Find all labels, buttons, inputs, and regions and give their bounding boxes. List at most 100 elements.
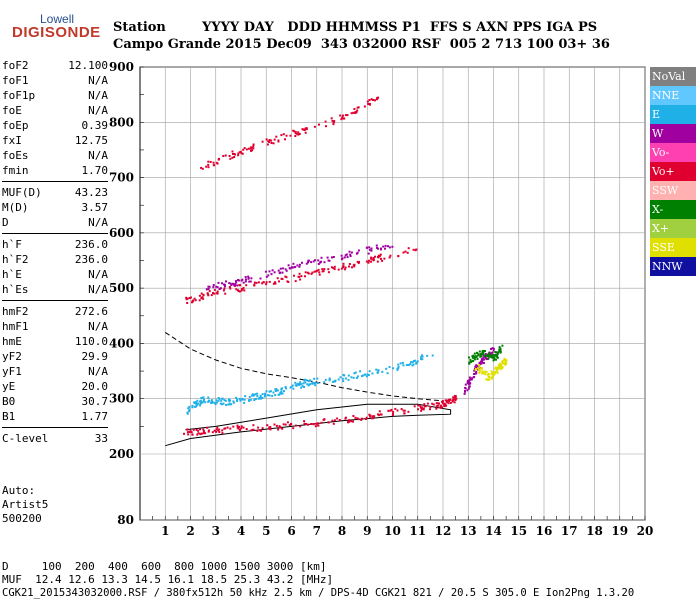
echo-point xyxy=(242,286,245,289)
echo-point xyxy=(304,131,307,134)
echo-point xyxy=(236,284,239,287)
echo-point xyxy=(397,363,400,366)
echo-point xyxy=(501,367,504,370)
echo-point xyxy=(198,294,201,297)
param-key: B0 xyxy=(2,395,16,408)
echo-point xyxy=(285,269,288,272)
echo-point xyxy=(473,358,476,361)
echo-point xyxy=(186,428,189,431)
echo-point xyxy=(238,428,241,431)
echo-point xyxy=(279,271,282,274)
echo-point xyxy=(480,367,483,369)
echo-point xyxy=(494,351,497,353)
echo-point xyxy=(203,398,205,401)
echo-point xyxy=(365,375,368,378)
x-tick-label: 14 xyxy=(485,524,502,538)
echo-point xyxy=(236,426,239,429)
echo-point xyxy=(400,408,403,411)
param-row: foF1p N/A xyxy=(2,88,108,103)
x-tick-label: 16 xyxy=(536,524,553,538)
param-value: 33 xyxy=(94,432,108,445)
echo-point xyxy=(207,400,210,403)
echo-point xyxy=(281,427,284,430)
echo-point xyxy=(473,373,475,375)
echo-point xyxy=(273,282,276,284)
echo-point xyxy=(454,395,457,398)
echo-point xyxy=(284,423,287,426)
echo-point xyxy=(492,373,495,376)
param-key: fmin xyxy=(2,164,29,177)
echo-point xyxy=(479,367,482,370)
echo-point xyxy=(340,267,343,270)
echo-point xyxy=(261,427,264,430)
echo-point xyxy=(472,359,475,362)
echo-point xyxy=(481,372,484,375)
echo-point xyxy=(341,377,344,380)
param-row: h`Es N/A xyxy=(2,282,108,297)
echo-point xyxy=(348,263,351,265)
echo-point xyxy=(284,268,287,271)
echo-point xyxy=(350,376,353,379)
y-tick-label: 500 xyxy=(109,281,134,295)
param-row: foF1 N/A xyxy=(2,73,108,88)
legend-entry-noval: NoVal xyxy=(650,67,696,86)
echo-point xyxy=(421,406,424,409)
echo-point xyxy=(327,421,330,424)
echo-point xyxy=(249,280,252,283)
echo-point xyxy=(344,377,347,380)
echo-point xyxy=(374,255,376,258)
echo-point xyxy=(316,422,319,425)
echo-point xyxy=(467,387,470,390)
echo-point xyxy=(491,375,494,378)
echo-point xyxy=(266,394,269,397)
echo-point xyxy=(414,359,416,362)
echo-point xyxy=(356,106,359,109)
echo-point xyxy=(207,430,210,433)
echo-point xyxy=(350,420,353,423)
echo-point xyxy=(501,344,504,347)
echo-point xyxy=(323,268,326,271)
echo-point xyxy=(237,152,240,155)
echo-point xyxy=(435,402,438,405)
echo-point xyxy=(213,164,216,167)
echo-point xyxy=(208,429,210,432)
param-row: B1 1.77 xyxy=(2,409,108,424)
echo-point xyxy=(260,397,262,400)
echo-point xyxy=(285,387,287,390)
echo-point xyxy=(467,379,469,382)
echo-point xyxy=(250,146,253,149)
echo-point xyxy=(468,376,471,379)
echo-point xyxy=(341,116,344,119)
echo-point xyxy=(215,399,218,402)
echo-point xyxy=(496,356,499,359)
echo-point xyxy=(429,408,431,411)
echo-point xyxy=(276,277,279,280)
echo-point xyxy=(464,390,466,393)
echo-point xyxy=(368,246,371,249)
echo-point xyxy=(366,246,369,249)
echo-point xyxy=(221,282,223,285)
echo-point xyxy=(195,404,198,407)
echo-point xyxy=(219,402,222,405)
echo-point xyxy=(445,404,448,407)
param-row: MUF(D) 43.23 xyxy=(2,185,108,200)
param-row: h`E N/A xyxy=(2,267,108,282)
echo-point xyxy=(410,361,412,364)
echo-point xyxy=(222,155,225,157)
echo-point xyxy=(219,287,222,290)
echo-point xyxy=(294,280,297,283)
echo-point xyxy=(253,284,256,287)
param-row: yF2 29.9 xyxy=(2,349,108,364)
param-row: foEs N/A xyxy=(2,148,108,163)
param-row: C-level 33 xyxy=(2,431,108,446)
echo-point xyxy=(188,408,191,411)
echo-point xyxy=(273,138,276,141)
echo-point xyxy=(343,268,346,271)
echo-point xyxy=(284,138,286,141)
echo-point xyxy=(370,249,373,252)
echo-point xyxy=(326,256,329,259)
echo-point xyxy=(426,354,429,357)
param-separator xyxy=(2,300,108,301)
echo-point xyxy=(366,100,369,103)
echo-point xyxy=(330,117,333,120)
